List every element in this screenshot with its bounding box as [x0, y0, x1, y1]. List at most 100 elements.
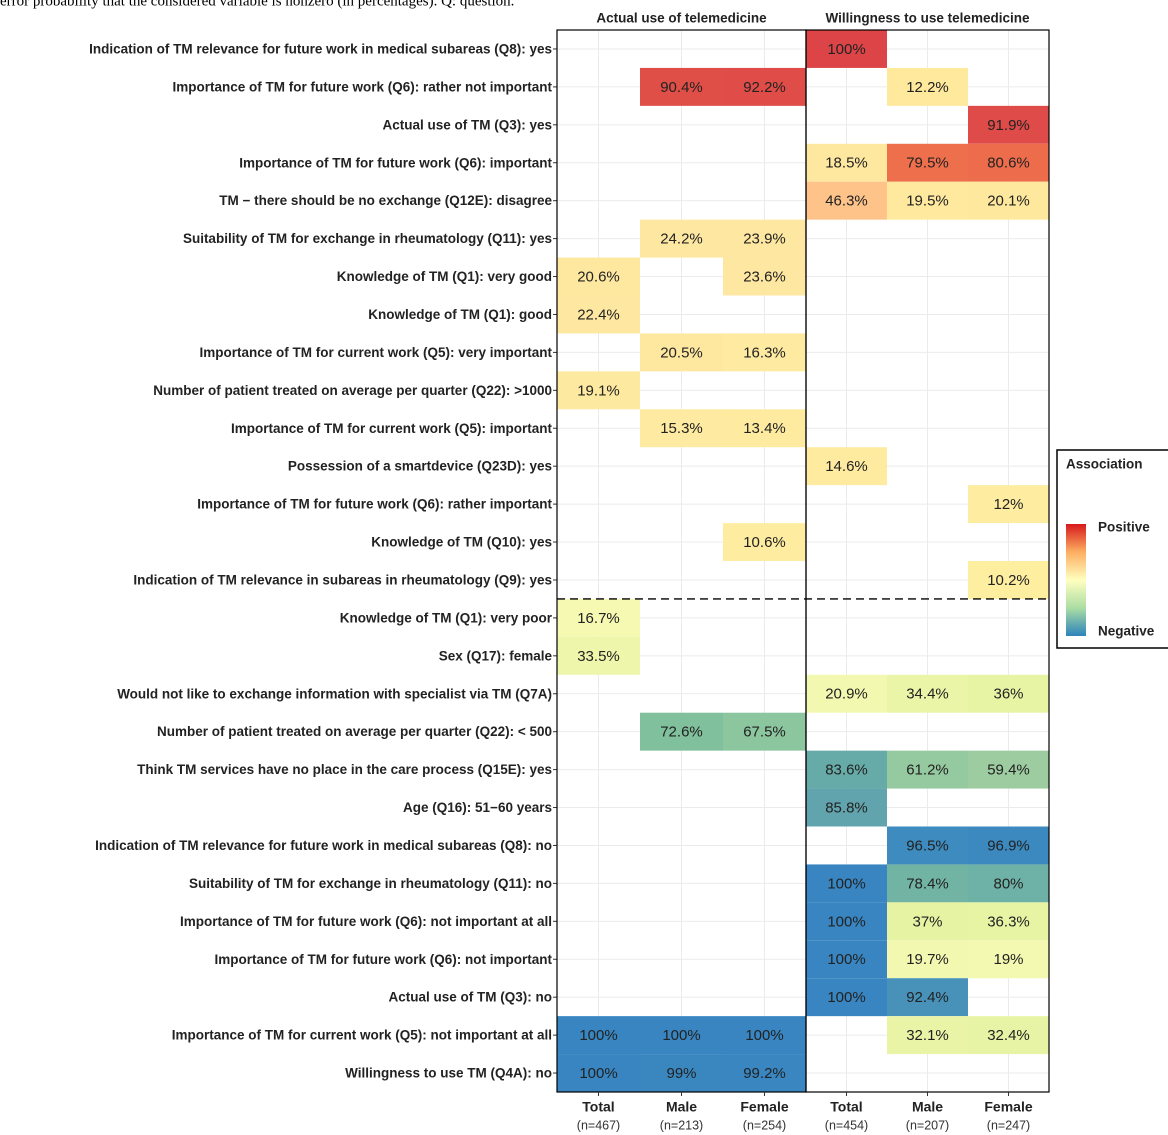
- row-label: Indication of TM relevance for future wo…: [95, 838, 552, 853]
- x-tick-sublabel: (n=213): [660, 1118, 703, 1132]
- heat-cell: [887, 143, 968, 182]
- cell-label: 36%: [993, 686, 1023, 703]
- x-tick-label: Male: [912, 1099, 943, 1115]
- heat-cell: [806, 143, 887, 182]
- heat-cell: [887, 826, 968, 865]
- row-label: Would not like to exchange information w…: [117, 686, 552, 701]
- heat-cell: [640, 219, 723, 258]
- cell-label: 20.5%: [660, 344, 703, 361]
- row-label: Suitability of TM for exchange in rheuma…: [183, 231, 552, 246]
- heat-cell: [887, 67, 968, 106]
- facet-title: Actual use of telemedicine: [596, 11, 767, 26]
- cell-label: 100%: [827, 989, 865, 1006]
- heat-cell: [968, 105, 1049, 144]
- x-tick-sublabel: (n=247): [987, 1118, 1030, 1132]
- row-label: TM − there should be no exchange (Q12E):…: [219, 193, 552, 208]
- x-tick-label: Female: [984, 1099, 1032, 1115]
- cell-label: 12%: [993, 496, 1023, 513]
- heat-cell: [640, 712, 723, 751]
- cell-label: 99.2%: [743, 1065, 786, 1082]
- cell-label: 20.1%: [987, 193, 1030, 210]
- cell-label: 96.9%: [987, 837, 1030, 854]
- cell-label: 10.6%: [743, 534, 786, 551]
- heat-cell: [723, 219, 806, 258]
- row-label: Number of patient treated on average per…: [157, 724, 552, 739]
- heat-cell: [968, 902, 1049, 941]
- heat-cell: [723, 712, 806, 751]
- heat-cell: [640, 1016, 723, 1055]
- heat-cell: [806, 940, 887, 979]
- x-tick-label: Male: [666, 1099, 697, 1115]
- heat-cell: [968, 143, 1049, 182]
- heat-cell: [723, 1016, 806, 1055]
- heat-cell: [640, 333, 723, 372]
- row-label: Think TM services have no place in the c…: [137, 762, 552, 777]
- heat-cell: [640, 67, 723, 106]
- heat-cell: [557, 1054, 640, 1092]
- heat-cell: [806, 750, 887, 789]
- row-label: Age (Q16): 51−60 years: [403, 800, 552, 815]
- cell-label: 15.3%: [660, 420, 703, 437]
- heat-cell: [723, 1054, 806, 1092]
- row-label: Possession of a smartdevice (Q23D): yes: [288, 459, 552, 474]
- heat-cell: [887, 940, 968, 979]
- row-label: Knowledge of TM (Q10): yes: [371, 535, 552, 550]
- row-label: Willingness to use TM (Q4A): no: [345, 1066, 552, 1081]
- cell-label: 100%: [745, 1027, 783, 1044]
- legend-colorbar: [1066, 524, 1086, 636]
- heat-cell: [806, 181, 887, 220]
- cell-label: 13.4%: [743, 420, 786, 437]
- heat-cell: [887, 750, 968, 789]
- cell-label: 20.6%: [577, 269, 620, 286]
- row-label: Knowledge of TM (Q1): very good: [337, 269, 552, 284]
- heat-cell: [968, 1016, 1049, 1055]
- heat-cell: [723, 257, 806, 296]
- heat-cell: [640, 409, 723, 448]
- cell-label: 100%: [827, 913, 865, 930]
- cell-label: 92.4%: [906, 989, 949, 1006]
- cell-label: 19.1%: [577, 382, 620, 399]
- cell-label: 19%: [993, 951, 1023, 968]
- cell-label: 16.3%: [743, 344, 786, 361]
- row-label: Importance of TM for future work (Q6): i…: [239, 155, 552, 170]
- legend-title: Association: [1066, 457, 1143, 472]
- heat-cell: [887, 864, 968, 903]
- facet-title: Willingness to use telemedicine: [826, 11, 1030, 26]
- row-label: Importance of TM for current work (Q5): …: [199, 345, 552, 360]
- caption: error probability that the considered va…: [0, 0, 514, 9]
- cell-label: 46.3%: [825, 193, 868, 210]
- heat-cell: [968, 674, 1049, 713]
- cell-label: 24.2%: [660, 231, 703, 248]
- legend-label: Positive: [1098, 520, 1150, 535]
- cell-label: 10.2%: [987, 572, 1030, 589]
- row-label: Sex (Q17): female: [439, 648, 553, 663]
- x-tick-label: Female: [740, 1099, 788, 1115]
- cell-label: 23.9%: [743, 231, 786, 248]
- heat-cell: [640, 1054, 723, 1092]
- cell-label: 100%: [827, 951, 865, 968]
- row-label: Importance of TM for current work (Q5): …: [231, 421, 553, 436]
- row-label: Number of patient treated on average per…: [153, 383, 552, 398]
- cell-label: 20.9%: [825, 686, 868, 703]
- cell-label: 14.6%: [825, 458, 868, 475]
- legend-label: Negative: [1098, 624, 1155, 639]
- cell-label: 67.5%: [743, 724, 786, 741]
- cell-label: 16.7%: [577, 610, 620, 627]
- cell-label: 83.6%: [825, 762, 868, 779]
- row-label: Suitability of TM for exchange in rheuma…: [189, 876, 552, 891]
- row-label: Importance of TM for future work (Q6): r…: [172, 79, 552, 94]
- cell-label: 90.4%: [660, 79, 703, 96]
- cell-label: 19.5%: [906, 193, 949, 210]
- cell-label: 92.2%: [743, 79, 786, 96]
- row-label: Importance of TM for future work (Q6): n…: [215, 952, 553, 967]
- cell-label: 100%: [827, 41, 865, 58]
- cell-label: 33.5%: [577, 648, 620, 665]
- heat-cell: [968, 940, 1049, 979]
- heat-cell: [887, 902, 968, 941]
- heat-cell: [968, 826, 1049, 865]
- cell-label: 22.4%: [577, 306, 620, 323]
- heat-cell: [968, 864, 1049, 903]
- row-label: Actual use of TM (Q3): yes: [382, 117, 552, 132]
- cell-label: 85.8%: [825, 800, 868, 817]
